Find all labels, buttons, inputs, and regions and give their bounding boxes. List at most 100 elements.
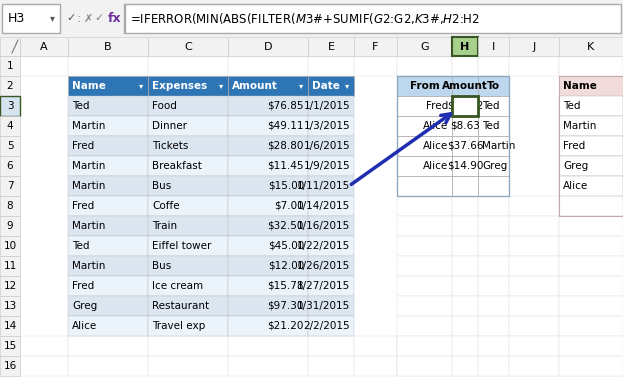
- Text: A: A: [40, 41, 48, 52]
- Bar: [509, 356, 559, 376]
- Bar: [228, 196, 308, 216]
- Text: Breakfast: Breakfast: [152, 161, 202, 171]
- Bar: [228, 156, 308, 176]
- Text: E: E: [328, 41, 335, 52]
- Text: $15.00: $15.00: [268, 181, 304, 191]
- Text: $37.66: $37.66: [447, 141, 483, 151]
- Bar: [228, 356, 308, 376]
- Bar: [559, 336, 623, 356]
- Bar: [397, 216, 452, 236]
- Text: Fred: Fred: [426, 101, 448, 111]
- Bar: [559, 196, 623, 216]
- Text: C: C: [184, 41, 192, 52]
- Text: G: G: [420, 41, 429, 52]
- Bar: [228, 276, 308, 296]
- Bar: [397, 256, 452, 276]
- Text: Fred: Fred: [72, 281, 94, 291]
- Text: 1/9/2015: 1/9/2015: [303, 161, 350, 171]
- Bar: [68, 136, 148, 156]
- Bar: [397, 76, 452, 96]
- Bar: [478, 356, 509, 376]
- Text: Greg: Greg: [563, 161, 588, 171]
- Bar: [559, 236, 623, 256]
- Text: $15.78: $15.78: [267, 281, 304, 291]
- Text: Ted: Ted: [482, 101, 500, 111]
- Bar: [228, 136, 308, 156]
- Text: 13: 13: [3, 301, 17, 311]
- Bar: [308, 56, 354, 76]
- Bar: [559, 356, 623, 376]
- Text: Train: Train: [152, 221, 177, 231]
- Bar: [397, 56, 452, 76]
- Text: 11: 11: [3, 261, 17, 271]
- Bar: [397, 156, 452, 176]
- Text: Ted: Ted: [72, 241, 90, 251]
- Text: $12.00: $12.00: [268, 261, 304, 271]
- Bar: [397, 336, 452, 356]
- Text: Alice: Alice: [423, 121, 448, 131]
- Text: I: I: [492, 41, 495, 52]
- Text: Date: Date: [312, 81, 340, 91]
- Text: Tickets: Tickets: [152, 141, 188, 151]
- Text: 1/1/2015: 1/1/2015: [303, 101, 350, 111]
- Bar: [308, 37, 354, 56]
- Text: K: K: [587, 41, 594, 52]
- Bar: [228, 176, 308, 196]
- Bar: [68, 176, 148, 196]
- Bar: [397, 356, 452, 376]
- Text: Alice: Alice: [423, 141, 448, 151]
- Text: 15: 15: [3, 341, 17, 351]
- Bar: [0, 316, 20, 336]
- Bar: [148, 216, 228, 236]
- Text: :: :: [76, 12, 80, 25]
- Text: fx: fx: [108, 12, 121, 25]
- Bar: [452, 216, 478, 236]
- Bar: [452, 316, 478, 336]
- Text: 1/6/2015: 1/6/2015: [303, 141, 350, 151]
- Bar: [478, 196, 509, 216]
- Bar: [397, 37, 452, 56]
- Bar: [228, 316, 308, 336]
- Text: Fred: Fred: [72, 201, 94, 211]
- Bar: [20, 56, 68, 76]
- Bar: [308, 256, 354, 276]
- Bar: [478, 136, 509, 156]
- Bar: [228, 37, 308, 56]
- Text: 1/22/2015: 1/22/2015: [297, 241, 350, 251]
- Bar: [354, 56, 397, 76]
- Text: Name: Name: [72, 81, 106, 91]
- Bar: [228, 76, 308, 96]
- Text: $97.30: $97.30: [268, 301, 304, 311]
- Bar: [478, 156, 509, 176]
- Bar: [20, 37, 68, 56]
- Bar: [509, 216, 559, 236]
- Text: Name: Name: [563, 81, 597, 91]
- Text: Martin: Martin: [72, 261, 105, 271]
- Bar: [148, 196, 228, 216]
- Text: 14: 14: [3, 321, 17, 331]
- Text: Restaurant: Restaurant: [152, 301, 209, 311]
- Bar: [478, 76, 509, 96]
- Bar: [148, 37, 228, 56]
- Bar: [308, 116, 354, 136]
- Bar: [308, 156, 354, 176]
- Bar: [0, 56, 20, 76]
- Bar: [452, 176, 478, 196]
- Text: Alice: Alice: [563, 181, 588, 191]
- Bar: [0, 356, 20, 376]
- Bar: [397, 356, 452, 376]
- Bar: [228, 236, 308, 256]
- Text: 4: 4: [7, 121, 13, 131]
- Text: 2/2/2015: 2/2/2015: [303, 321, 350, 331]
- Bar: [0, 276, 20, 296]
- Bar: [559, 37, 623, 56]
- Bar: [308, 76, 354, 96]
- Bar: [397, 196, 452, 216]
- Text: Amount: Amount: [232, 81, 278, 91]
- Bar: [559, 316, 623, 336]
- Text: 7: 7: [7, 181, 13, 191]
- Bar: [478, 37, 509, 56]
- Bar: [308, 276, 354, 296]
- Bar: [478, 276, 509, 296]
- Bar: [0, 196, 20, 216]
